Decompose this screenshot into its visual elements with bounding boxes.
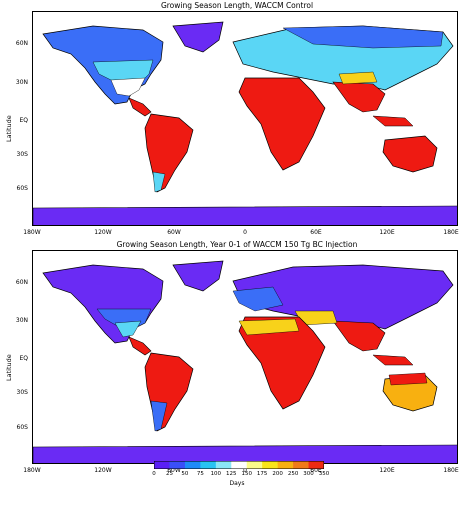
south-america — [144, 352, 194, 432]
panel2-xtick-180e: 180E — [443, 467, 459, 474]
panel1-xtick-180w: 180W — [23, 229, 41, 236]
tibet — [338, 71, 378, 85]
panel1-xtick-120e: 120E — [379, 229, 395, 236]
colorbar-segment — [277, 461, 294, 469]
colorbar-tick-label: 75 — [196, 471, 204, 477]
panel2-xtick-120e: 120E — [379, 467, 395, 474]
colorbar — [154, 461, 324, 469]
siberia — [282, 25, 444, 49]
panel2-title: Growing Season Length, Year 0-1 of WACCM… — [116, 240, 358, 249]
panel1-map — [32, 11, 458, 226]
central-america — [128, 97, 152, 117]
patagonia — [150, 400, 168, 432]
panel2-map — [32, 250, 458, 464]
colorbar-segment — [262, 461, 278, 469]
greenland — [172, 21, 224, 53]
panel2-xtick-120w: 120W — [94, 467, 112, 474]
na-cool-band — [114, 320, 142, 338]
south-asia — [332, 320, 386, 352]
colorbar-segment — [169, 461, 186, 469]
panel2-xtick-60w: 60W — [167, 467, 181, 474]
colorbar-tick-label: 25 — [165, 471, 173, 477]
panel1-ytick-60n: 60N — [15, 40, 28, 47]
panel2-ytick-30n: 30N — [15, 317, 28, 324]
na-warm-band — [110, 77, 146, 97]
panel2-ytick-60s: 60S — [16, 424, 28, 431]
colorbar-segment — [184, 461, 201, 469]
patagonia — [152, 171, 166, 193]
colorbar-label: Days — [229, 480, 245, 487]
colorbar-tick-label: 125 — [226, 471, 237, 477]
panel1-xtick-60w: 60W — [167, 229, 181, 236]
panel1-map-svg — [33, 21, 457, 225]
colorbar-tick-label: 0 — [152, 471, 156, 477]
south-america — [144, 113, 194, 193]
panel1-ytick-60s: 60S — [16, 185, 28, 192]
sahara-warm — [238, 318, 300, 336]
colorbar-segment — [293, 461, 309, 469]
indonesia — [372, 354, 414, 366]
colorbar-segment — [231, 461, 248, 469]
panel1-xtick-60e: 60E — [310, 229, 322, 236]
north-america — [42, 264, 164, 344]
panel2-xtick-0: 0 — [243, 467, 247, 474]
colorbar-segment — [246, 461, 263, 469]
panel1-title: Growing Season Length, WACCM Control — [160, 1, 314, 10]
panel1-xtick-180e: 180E — [443, 229, 459, 236]
panel2-map-svg — [33, 260, 457, 463]
panel2-ytick-eq: EQ — [19, 355, 28, 362]
greenland — [172, 260, 224, 292]
africa — [238, 316, 326, 410]
panel1-ytick-30s: 30S — [16, 151, 28, 158]
colorbar-tick-label: 250 — [287, 471, 299, 477]
panel2-xtick-60e: 60E — [310, 467, 322, 474]
colorbar-tick-label: 200 — [272, 471, 283, 477]
panel2-ytick-60n: 60N — [15, 279, 28, 286]
south-asia — [332, 81, 386, 113]
africa — [238, 77, 326, 171]
australia-north — [388, 372, 428, 386]
indonesia — [372, 115, 414, 127]
australia — [382, 135, 438, 173]
central-america — [128, 336, 152, 356]
antarctica — [33, 444, 457, 463]
colorbar-tick-label: 150 — [241, 471, 252, 477]
colorbar-segment — [215, 461, 232, 469]
panel2-ytick-30s: 30S — [16, 389, 28, 396]
colorbar-tick-label: 100 — [210, 471, 222, 477]
panel2-xtick-180w: 180W — [23, 467, 41, 474]
panel1-xtick-120w: 120W — [94, 229, 112, 236]
antarctica — [33, 205, 457, 225]
panel1-xtick-0: 0 — [243, 229, 247, 236]
colorbar-tick-label: 175 — [256, 471, 268, 477]
panel1-ytick-eq: EQ — [19, 117, 28, 124]
colorbar-segment — [154, 461, 170, 469]
colorbar-segment — [308, 461, 324, 469]
panel1-ytick-30n: 30N — [15, 79, 28, 86]
eurasia — [232, 264, 454, 330]
colorbar-segment — [200, 461, 217, 469]
colorbar-border — [154, 461, 324, 469]
colorbar-tick-label: 350 — [318, 471, 330, 477]
colorbar-tick-label: 50 — [181, 471, 189, 477]
colorbar-tick-label: 300 — [303, 471, 314, 477]
europe-cool — [232, 286, 284, 312]
